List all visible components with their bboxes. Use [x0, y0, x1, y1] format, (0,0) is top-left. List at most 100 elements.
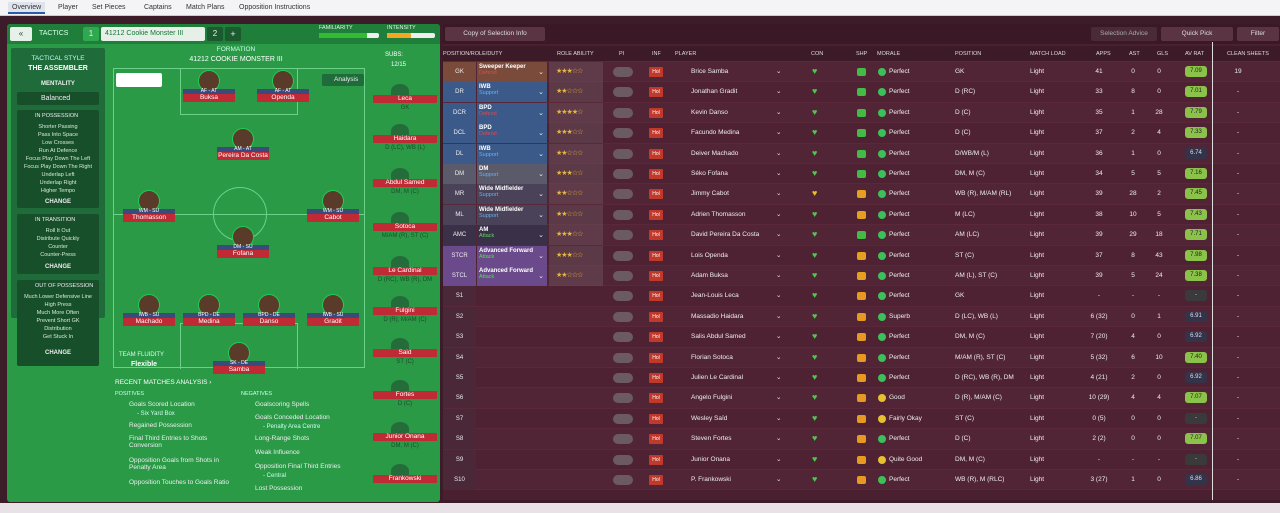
player-name[interactable]: Florian Sotoca — [691, 353, 733, 361]
col-position-2[interactable]: POSITION — [955, 51, 982, 57]
analysis-button[interactable]: Analysis — [322, 74, 364, 86]
sub-slot[interactable]: Fulgini D (R), M/AM (C) — [371, 296, 439, 324]
table-row[interactable]: DR IWB Support ⌄ ★★☆☆☆ Hol Jonathan Gradit ⌄ ♥ Pe… — [443, 82, 1280, 103]
col-clean-sheets[interactable]: CLEAN SHEETS — [1227, 51, 1269, 57]
pitch-view-buttons[interactable] — [116, 73, 162, 87]
role-duty-select[interactable]: IWB Support ⌄ — [477, 82, 547, 103]
pi-icon[interactable] — [613, 332, 633, 343]
player-name[interactable]: Massadio Haidara — [691, 312, 744, 320]
pi-icon[interactable] — [613, 352, 633, 363]
tab-set-pieces[interactable]: Set Pieces — [92, 4, 126, 11]
player-node[interactable]: BPD - DE Danso — [243, 294, 295, 326]
role-duty-select[interactable]: Advanced Forward Attack ⌄ — [477, 245, 547, 266]
tab-captains[interactable]: Captains — [144, 4, 172, 11]
chevron-down-icon[interactable]: ⌄ — [776, 414, 782, 422]
chevron-down-icon[interactable]: ⌄ — [776, 374, 782, 381]
col-gls[interactable]: GLS — [1157, 51, 1169, 57]
col-player[interactable]: PLAYER — [675, 51, 697, 57]
player-name[interactable]: Steven Fortes — [691, 435, 732, 443]
player-node[interactable]: BPD - DE Medina — [183, 294, 235, 326]
player-node[interactable]: DM - SU Fofana — [217, 226, 269, 258]
chevron-down-icon[interactable]: ⌄ — [776, 292, 782, 300]
table-row[interactable]: S3 Hol Salis Abdul Samed ⌄ ♥ Perfect DM, M (C)… — [443, 327, 1280, 348]
player-node[interactable]: AF - AT Buksa — [183, 70, 235, 102]
sub-slot[interactable]: Said ST (C) — [371, 338, 439, 366]
sub-slot[interactable]: Leca GK — [371, 84, 439, 112]
player-node[interactable]: WM - SU Cabot — [307, 190, 359, 222]
add-tactic-button[interactable]: + — [225, 27, 241, 41]
table-row[interactable]: AMC AM Attack ⌄ ★★★☆☆ Hol David Pereira Da Cos… — [443, 225, 1280, 246]
pi-icon[interactable] — [613, 291, 633, 302]
table-row[interactable]: STCL Advanced Forward Attack ⌄ ★★☆☆☆ Hol Adam … — [443, 266, 1280, 287]
role-duty-select[interactable]: BPD Defend ⌄ — [477, 102, 547, 123]
tab-player[interactable]: Player — [58, 4, 78, 11]
player-node[interactable]: WM - SU Thomasson — [123, 190, 175, 222]
chevron-down-icon[interactable]: ⌄ — [776, 251, 782, 259]
player-node[interactable]: SK - DE Samba — [213, 342, 265, 374]
role-duty-select[interactable]: Sweeper Keeper Defend ⌄ — [477, 62, 547, 82]
chevron-down-icon[interactable]: ⌄ — [776, 129, 782, 137]
player-name[interactable]: Deiver Machado — [691, 149, 739, 157]
chevron-down-icon[interactable]: ⌄ — [776, 149, 782, 157]
chevron-down-icon[interactable]: ⌄ — [776, 231, 782, 239]
pi-icon[interactable] — [613, 87, 633, 98]
table-row[interactable]: S2 Hol Massadio Haidara ⌄ ♥ Superb D (LC), WB … — [443, 306, 1280, 328]
player-name[interactable]: Junior Onana — [691, 455, 731, 463]
pi-icon[interactable] — [613, 475, 633, 485]
sub-slot[interactable]: Fortes D (C) — [371, 380, 439, 408]
mentality-select[interactable]: Balanced — [17, 92, 99, 105]
chevron-down-icon[interactable]: ⌄ — [776, 455, 782, 463]
chevron-down-icon[interactable]: ⌄ — [776, 435, 782, 443]
tab-opposition-instructions[interactable]: Opposition Instructions — [239, 4, 311, 11]
table-row[interactable]: DCR BPD Defend ⌄ ★★★★☆ Hol Kevin Danso ⌄ ♥ Perfec… — [443, 102, 1280, 124]
player-node[interactable]: IWB - SU Gradit — [307, 294, 359, 326]
in-transition-box[interactable]: IN TRANSITION Roll It Out Distribute Qui… — [17, 214, 99, 274]
sub-slot[interactable]: Abdul Samed DM, M (C) — [371, 168, 439, 196]
change-button[interactable]: CHANGE — [44, 264, 71, 270]
recent-matches-link[interactable]: RECENT MATCHES ANALYSIS › — [115, 379, 212, 386]
pi-icon[interactable] — [613, 107, 633, 118]
pi-icon[interactable] — [613, 67, 633, 77]
chevron-down-icon[interactable]: ⌄ — [776, 333, 782, 341]
filter-button[interactable]: Filter — [1237, 27, 1279, 41]
role-duty-select[interactable]: BPD Defend ⌄ — [477, 123, 547, 144]
player-name[interactable]: Adrien Thomasson — [691, 210, 746, 218]
sub-slot[interactable]: Haidara D (LC), WB (L) — [371, 124, 439, 152]
table-row[interactable]: MR Wide Midfielder Support ⌄ ★★☆☆☆ Hol Jimmy C… — [443, 184, 1280, 205]
pi-icon[interactable] — [613, 209, 633, 220]
player-name[interactable]: Jonathan Gradit — [691, 88, 738, 96]
table-row[interactable]: DL IWB Support ⌄ ★★☆☆☆ Hol Deiver Machado ⌄ ♥ Per… — [443, 143, 1280, 164]
quick-pick-button[interactable]: Quick Pick — [1161, 27, 1233, 41]
pi-icon[interactable] — [613, 434, 633, 445]
pi-icon[interactable] — [613, 311, 633, 322]
pi-icon[interactable] — [613, 393, 633, 404]
chevron-down-icon[interactable]: ⌄ — [776, 394, 782, 402]
change-button[interactable]: CHANGE — [44, 350, 71, 356]
sub-slot[interactable]: Frankowski — [371, 464, 439, 492]
player-name[interactable]: Lois Openda — [691, 251, 728, 259]
table-row[interactable]: ML Wide Midfielder Support ⌄ ★★☆☆☆ Hol Adrien … — [443, 204, 1280, 226]
formation-name[interactable]: 41212 COOKIE MONSTER III — [189, 56, 283, 63]
player-name[interactable]: Salis Abdul Samed — [691, 333, 746, 341]
table-row[interactable]: S1 Hol Jean-Louis Leca ⌄ ♥ Perfect GK Light - - - -… — [443, 286, 1280, 307]
chevron-down-icon[interactable]: ⌄ — [776, 312, 782, 320]
pi-icon[interactable] — [613, 189, 633, 200]
pi-icon[interactable] — [613, 169, 633, 179]
pi-icon[interactable] — [613, 373, 633, 383]
collapse-button[interactable]: « — [10, 27, 32, 41]
chevron-down-icon[interactable]: ⌄ — [776, 272, 782, 279]
col-role-ability[interactable]: ROLE ABILITY — [557, 51, 594, 57]
sub-slot[interactable]: Le Cardinal D (RC), WB (R), DM — [371, 256, 439, 284]
col-ast[interactable]: AST — [1129, 51, 1140, 57]
chevron-down-icon[interactable]: ⌄ — [776, 353, 782, 361]
pi-icon[interactable] — [613, 271, 633, 281]
table-row[interactable]: GK Sweeper Keeper Defend ⌄ ★★★☆☆ Hol Brice Sam… — [443, 62, 1280, 83]
change-button[interactable]: CHANGE — [44, 199, 71, 205]
player-node[interactable]: AM - AT Pereira Da Costa — [217, 128, 269, 160]
pi-icon[interactable] — [613, 128, 633, 139]
role-duty-select[interactable]: IWB Support ⌄ — [477, 143, 547, 164]
player-name[interactable]: Jean-Louis Leca — [691, 292, 739, 300]
chevron-down-icon[interactable]: ⌄ — [776, 210, 782, 218]
table-row[interactable]: DCL BPD Defend ⌄ ★★★☆☆ Hol Facundo Medina ⌄ ♥ Per… — [443, 123, 1280, 144]
table-row[interactable]: S10 Hol P. Frankowski ⌄ ♥ Perfect WB (R), M (R… — [443, 470, 1280, 491]
